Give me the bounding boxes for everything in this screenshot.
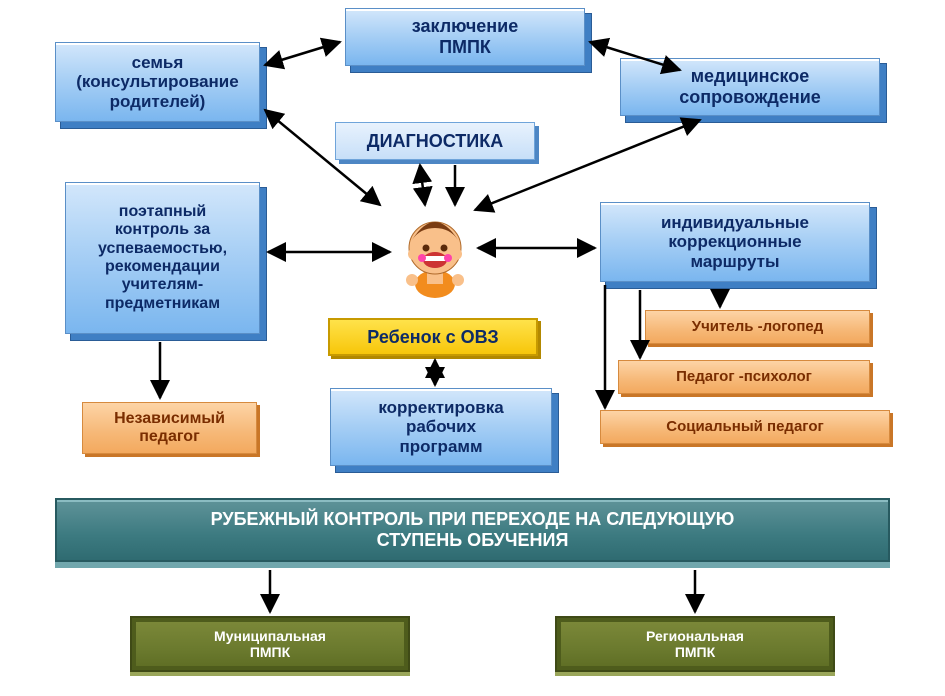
box-child-label: Ребенок с ОВЗ [328,318,538,356]
box-regional: РегиональнаяПМПК [555,616,835,672]
box-social: Социальный педагог [600,410,890,444]
box-logoped: Учитель -логопед [645,310,870,344]
box-independent: Независимыйпедагог [82,402,257,454]
box-medical: медицинскоесопровождение [620,58,880,116]
box-psych: Педагог -психолог [618,360,870,394]
box-milestone: РУБЕЖНЫЙ КОНТРОЛЬ ПРИ ПЕРЕХОДЕ НА СЛЕДУЮ… [55,498,890,562]
box-stepwise: поэтапныйконтроль зауспеваемостью,рекоме… [65,182,260,334]
box-family: семья(консультированиеродителей) [55,42,260,122]
box-conclusion: заключениеПМПК [345,8,585,66]
box-diagnostics: ДИАГНОСТИКА [335,122,535,160]
child-icon [400,210,470,300]
box-municipal: МуниципальнаяПМПК [130,616,410,672]
box-routes: индивидуальныекоррекционныемаршруты [600,202,870,282]
box-correct: корректировкарабочихпрограмм [330,388,552,466]
